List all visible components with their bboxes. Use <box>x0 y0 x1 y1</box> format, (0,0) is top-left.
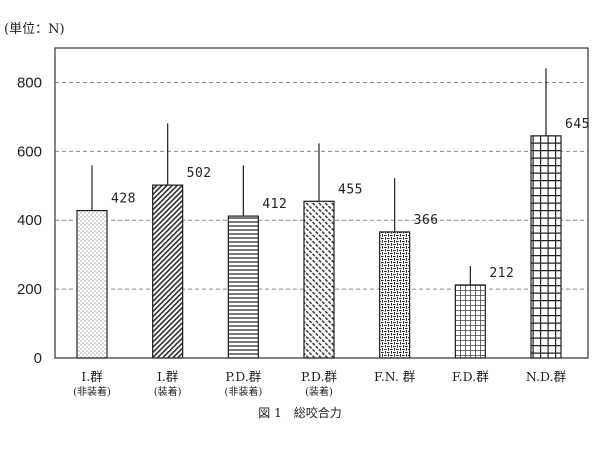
value-label-1: 428 <box>111 192 136 207</box>
category-label-3: P.D.群 <box>225 369 261 384</box>
category-label-4: P.D.群 <box>301 369 337 384</box>
bar-2 <box>152 184 184 359</box>
category-label-1: I.群 <box>81 369 103 384</box>
y-tick-label-0: 0 <box>34 350 42 367</box>
category-label-7: N.D.群 <box>526 369 567 384</box>
category-note-2: (装着) <box>154 385 182 398</box>
y-axis-tick-labels: 0 200 400 600 800 <box>17 74 42 367</box>
bar-1 <box>76 209 108 359</box>
value-label-7: 645 <box>565 117 590 132</box>
value-label-2: 502 <box>187 166 212 181</box>
bar-7 <box>530 135 562 359</box>
bar-5 <box>379 231 411 359</box>
figure-caption: 図 1 総咬合力 <box>258 405 341 420</box>
y-tick-label-600: 600 <box>17 143 42 160</box>
y-tick-label-800: 800 <box>17 74 42 91</box>
unit-label: (単位：N) <box>4 21 65 37</box>
y-tick-label-200: 200 <box>17 281 42 298</box>
bar-3 <box>227 215 259 359</box>
bar-4 <box>303 200 335 359</box>
category-labels: I.群(非装着)I.群(装着)P.D.群(非装着)P.D.群(装着)F.N. 群… <box>73 369 566 398</box>
error-bars <box>91 68 547 285</box>
category-label-2: I.群 <box>157 369 179 384</box>
value-label-5: 366 <box>414 213 439 228</box>
value-labels: 428 502 412 455 366 212 645 <box>111 117 590 281</box>
plot-frame <box>54 47 589 359</box>
category-note-3: (非装着) <box>224 385 262 398</box>
category-label-5: F.N. 群 <box>374 369 416 384</box>
bars <box>76 135 562 359</box>
category-note-1: (非装着) <box>73 385 111 398</box>
category-label-6: F.D.群 <box>452 369 489 384</box>
value-label-3: 412 <box>262 197 287 212</box>
value-label-6: 212 <box>489 266 514 281</box>
y-tick-label-400: 400 <box>17 212 42 229</box>
bar-6 <box>454 284 486 359</box>
value-label-4: 455 <box>338 182 363 197</box>
category-note-4: (装着) <box>305 385 333 398</box>
